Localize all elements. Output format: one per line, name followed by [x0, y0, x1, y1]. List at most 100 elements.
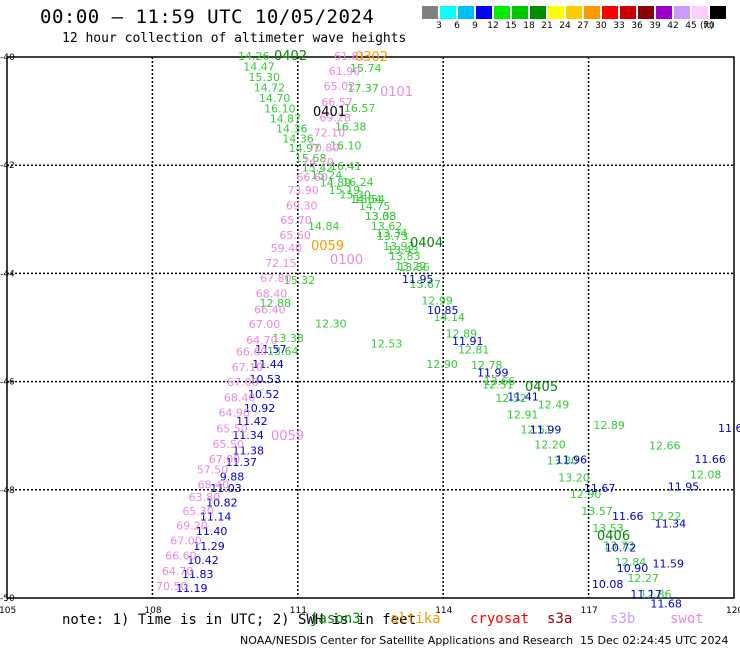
- pink-track-value: 66.60: [165, 550, 197, 563]
- green-track-a-value: 15.24: [311, 169, 343, 182]
- pass-label: 0405: [525, 380, 558, 395]
- blue-track-a-value: 11.34: [655, 518, 687, 531]
- green-track-b-value: 17.37: [347, 82, 379, 95]
- pink-track-value: 68.40: [224, 392, 256, 405]
- color-swatch: [458, 6, 474, 19]
- color-scale-label: 3: [436, 21, 442, 31]
- blue-track-a-value: 11.99: [477, 366, 509, 379]
- blue-track-a-value: 11.95: [668, 480, 700, 493]
- green-track-a-value: 15.19: [329, 184, 361, 197]
- green-track-b-value: 16.24: [342, 176, 374, 189]
- green-track-a-value: 13.33: [365, 210, 397, 223]
- pink-track-value: 69.20: [176, 520, 208, 533]
- pink-track-value: 61.90: [329, 65, 361, 78]
- legend-item-swot: swot: [670, 611, 704, 627]
- blue-track-b-value: 10.52: [248, 388, 280, 401]
- green-track-c-value: 12.88: [259, 297, 291, 310]
- color-swatch: [710, 6, 726, 19]
- map-title: 00:00 – 11:59 UTC 10/05/2024: [40, 6, 375, 28]
- pink-track-value: 72.15: [265, 257, 297, 270]
- color-swatch: [512, 6, 528, 19]
- green-track-b-value: 12.27: [627, 572, 659, 585]
- blue-track-a-value: 11.66: [612, 510, 644, 523]
- color-swatch: [494, 6, 510, 19]
- green-track-b-value: 15.74: [350, 62, 382, 75]
- pass-label: 0059: [311, 239, 344, 254]
- green-track-b-value: 16.10: [330, 140, 362, 153]
- green-track-b-value: 16.57: [344, 102, 376, 115]
- legend-item-cryosat: cryosat: [470, 611, 530, 627]
- color-swatch: [440, 6, 456, 19]
- pink-track-value: 65.50: [213, 438, 245, 451]
- blue-track-a-value: 11.66: [694, 453, 726, 466]
- color-swatch: [476, 6, 492, 19]
- color-scale-label: 21: [541, 21, 553, 31]
- blue-track-a-value: 10.08: [592, 578, 624, 591]
- blue-track-b-value: 11.44: [252, 358, 284, 371]
- lon-tick-label: 120: [726, 606, 740, 616]
- green-track-c-value: 13.38: [272, 332, 304, 345]
- blue-track-a-value: 11.99: [530, 423, 562, 436]
- green-track-b-value: 13.20: [558, 471, 590, 484]
- green-track-a-value: 13.73: [377, 230, 409, 243]
- green-track-b-value: 13.08: [365, 210, 397, 223]
- blue-track-a-value: 11.17: [630, 588, 662, 601]
- color-swatch: [692, 6, 708, 19]
- blue-track-a-value: 11.95: [402, 273, 434, 286]
- color-scale-label: 27: [577, 21, 589, 31]
- blue-track-b-value: 10.92: [244, 402, 276, 415]
- green-track-b-value: 12.51: [520, 424, 552, 437]
- footnote: note: 1) Time is in UTC; 2) SWH is in fe…: [62, 612, 417, 628]
- green-track-c-value: 12.89: [593, 419, 625, 432]
- green-track-a-value: 14.97: [289, 142, 321, 155]
- pink-track-value: 67.10: [232, 361, 264, 374]
- lat-tick-label: -50: [0, 594, 15, 604]
- color-swatch: [674, 6, 690, 19]
- color-scale-label: 45: [685, 21, 697, 31]
- green-track-b-value: 12.78: [471, 359, 503, 372]
- color-swatch: [548, 6, 564, 19]
- blue-track-b-value: 11.03: [210, 482, 242, 495]
- pink-track-value: 67.80: [260, 272, 292, 285]
- green-track-a-value: 15.30: [248, 71, 280, 84]
- blue-track-b-value: 11.34: [232, 429, 264, 442]
- green-track-c-value: 12.49: [538, 399, 570, 412]
- lat-tick-label: -48: [0, 486, 15, 496]
- blue-track-a-value: 10.72: [605, 542, 637, 555]
- color-swatch: [530, 6, 546, 19]
- green-track-a-value: 14.64: [350, 193, 382, 206]
- map-subtitle: 12 hour collection of altimeter wave hei…: [62, 31, 407, 46]
- pass-label: 0402: [274, 49, 307, 64]
- green-track-a-value: 14.89: [320, 176, 352, 189]
- green-track-b-value: 13.67: [409, 278, 441, 291]
- color-swatch: [620, 6, 636, 19]
- pink-track-value: 66.57: [321, 96, 353, 109]
- green-track-a-value: 14.70: [259, 92, 291, 105]
- green-track-b-value: 13.57: [581, 505, 613, 518]
- lon-tick-label: 105: [0, 606, 16, 616]
- pass-label: 0401: [313, 105, 346, 120]
- blue-track-b-value: 10.82: [206, 496, 238, 509]
- green-track-c-value: 15.32: [284, 274, 316, 287]
- blue-track-a-value: 11.68: [650, 597, 682, 610]
- blue-track-a-value: 11.67: [584, 482, 616, 495]
- pink-track-value: 67.00: [209, 453, 241, 466]
- lon-tick-label: 117: [581, 606, 598, 616]
- pink-track-value: 64.70: [162, 565, 194, 578]
- pink-track-value: 63.80: [189, 491, 221, 504]
- blue-track-b-value: 11.57: [255, 343, 287, 356]
- green-track-b-value: 12.91: [507, 408, 539, 421]
- green-track-c-value: 12.53: [371, 338, 403, 351]
- green-track-a-value: 13.93: [383, 240, 415, 253]
- green-track-b-value: 12.81: [458, 344, 490, 357]
- green-track-b-value: 12.89: [446, 327, 478, 340]
- blue-track-b-value: 10.53: [250, 373, 282, 386]
- color-scale-label: 39: [649, 21, 661, 31]
- pink-track-value: 74.70: [302, 156, 334, 169]
- color-scale-label: 18: [523, 21, 535, 31]
- lat-tick-label: -40: [0, 53, 15, 63]
- blue-track-b-value: 11.37: [226, 456, 257, 469]
- pink-track-value: 65.30: [182, 505, 214, 518]
- lat-tick-label: -44: [0, 269, 15, 279]
